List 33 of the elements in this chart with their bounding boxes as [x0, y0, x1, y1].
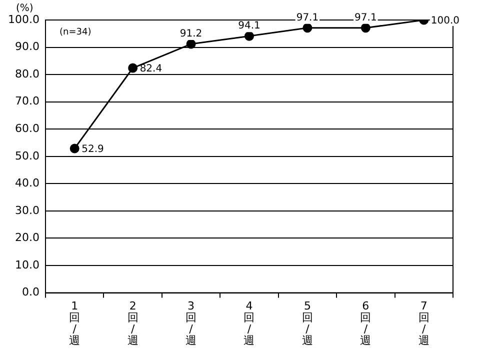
point [244, 31, 254, 41]
x-tick-label: 4回/週 [244, 299, 255, 348]
y-tick-label: 0.0 [22, 286, 40, 299]
y-tick-label: 50.0 [14, 149, 40, 162]
x-tick-label: 2回/週 [127, 299, 138, 348]
x-tick-label: 1回/週 [69, 299, 80, 348]
y-tick-label: 30.0 [14, 204, 40, 217]
x-tick-label: 7回/週 [418, 299, 430, 348]
point [186, 39, 196, 49]
x-tick-label: 5回/週 [302, 299, 313, 348]
text: 100.0 [430, 16, 460, 27]
y-tick-label: 100.0 [8, 12, 40, 26]
y-tick-label: 20.0 [14, 231, 40, 244]
y-tick-label: 40.0 [14, 176, 40, 190]
x-tick-label: 6回/週 [360, 299, 372, 348]
text: 97.1 [354, 12, 377, 24]
y-tick-label: 80.0 [14, 67, 40, 80]
text: 94.1 [238, 20, 260, 32]
x-tick-label: 3回/週 [186, 299, 197, 348]
text: 52.9 [82, 144, 104, 156]
y-tick-label: 60.0 [14, 122, 40, 135]
y-tick-label: 70.0 [14, 94, 40, 108]
point [302, 23, 312, 33]
y-tick-label: 90.0 [14, 40, 40, 54]
point [70, 144, 80, 154]
y-axis-title: (%) [16, 3, 34, 14]
text: 91.2 [180, 28, 202, 40]
annotation: (n=34) [59, 27, 92, 38]
text: 82.4 [140, 64, 162, 75]
y-tick-label: 10.0 [14, 258, 40, 272]
point [128, 63, 138, 73]
text: 97.1 [296, 12, 319, 24]
point [360, 23, 370, 33]
